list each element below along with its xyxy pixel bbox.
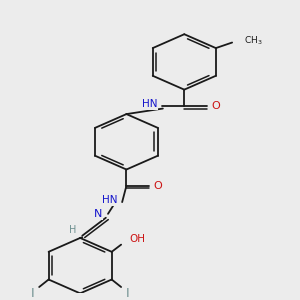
Text: I: I [31, 287, 34, 300]
Text: HN: HN [142, 99, 158, 109]
Text: H: H [69, 225, 76, 235]
Text: N: N [94, 209, 102, 220]
Text: I: I [126, 287, 129, 300]
Text: CH$_3$: CH$_3$ [244, 35, 263, 47]
Text: HN: HN [101, 195, 117, 205]
Text: OH: OH [130, 234, 146, 244]
Text: O: O [154, 181, 163, 191]
Text: O: O [212, 101, 220, 111]
